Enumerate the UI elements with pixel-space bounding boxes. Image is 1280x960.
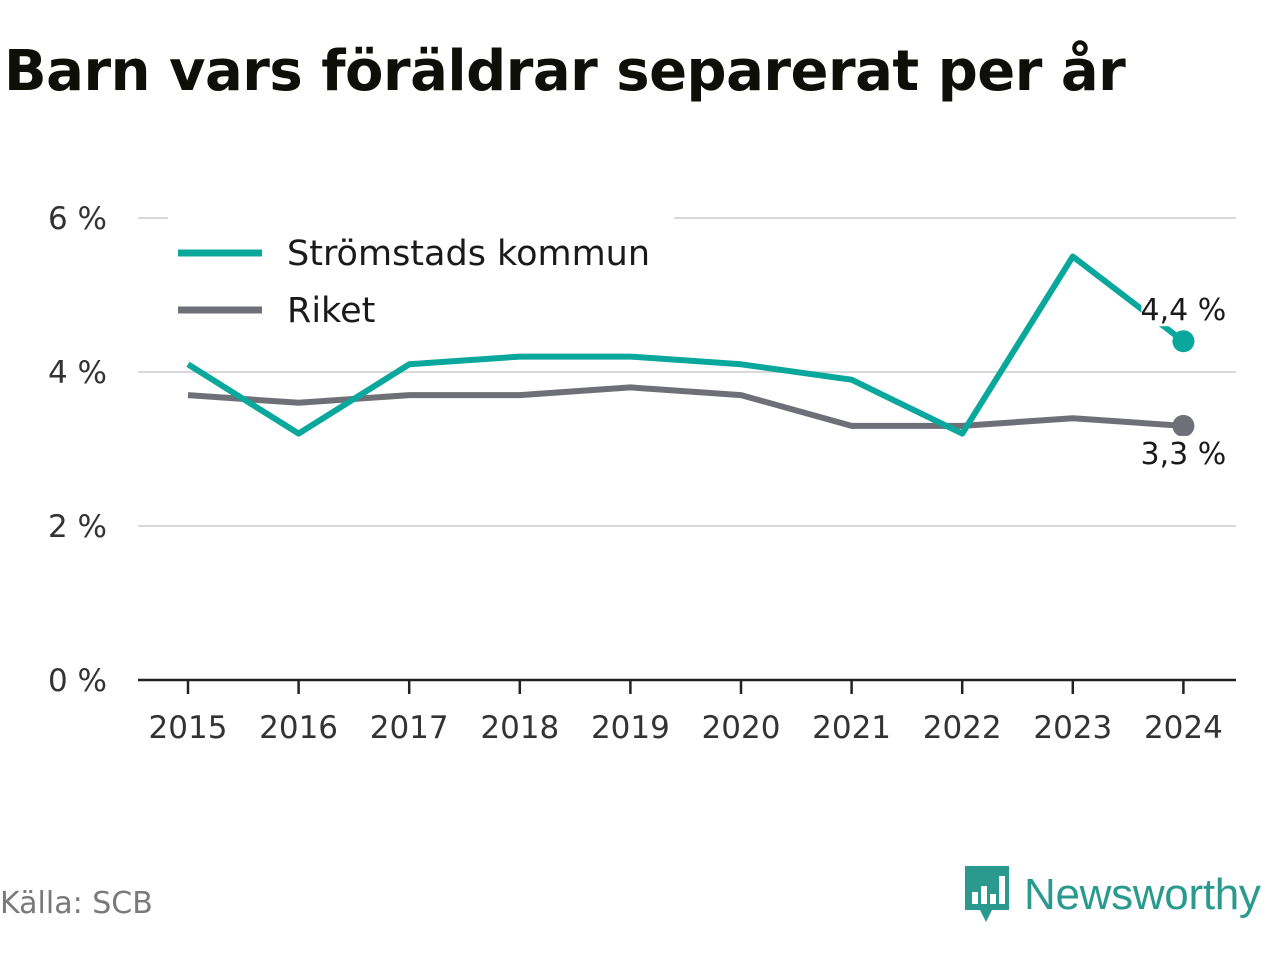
source-note: Källa: SCB [0, 886, 153, 921]
end-label-background [1141, 435, 1226, 470]
chart-title: Barn vars föräldrar separerat per år [4, 39, 1126, 104]
series-layer [186, 253, 1186, 437]
y-tick-label: 6 % [48, 201, 107, 237]
y-axis: 0 % 2 % 4 % 6 % [48, 201, 107, 699]
brand-name: Newsworthy [1024, 870, 1261, 919]
legend-label: Strömstads kommun [287, 234, 650, 274]
legend-background [168, 216, 674, 342]
brand-logo: Newsworthy [962, 862, 1261, 928]
end-label-background [1141, 292, 1226, 327]
series-line [186, 253, 1186, 437]
newsworthy-logo-icon [965, 866, 1009, 922]
end-labels: 4,4 % 3,3 % [1141, 292, 1227, 472]
x-tick-label: 2016 [259, 710, 338, 746]
x-tick-label: 2020 [702, 710, 781, 746]
end-marker [1172, 330, 1195, 353]
x-tick-label: 2022 [923, 710, 1002, 746]
legend-label: Riket [287, 291, 375, 331]
x-tick-label: 2018 [480, 710, 559, 746]
y-tick-label: 2 % [48, 509, 107, 545]
legend: Strömstads kommun Riket [168, 216, 674, 342]
x-tick-label: 2019 [591, 710, 670, 746]
end-label: 4,4 % [1141, 293, 1227, 328]
line-chart: 0 % 2 % 4 % 6 % 2015 2016 2017 2018 2019 2020 202… [48, 201, 1236, 746]
x-tick-label: 2015 [149, 710, 228, 746]
x-tick-label: 2017 [370, 710, 449, 746]
end-marker [1172, 414, 1195, 437]
x-tick-label: 2023 [1033, 710, 1112, 746]
y-tick-label: 4 % [48, 355, 107, 391]
y-tick-label: 0 % [48, 663, 107, 699]
x-tick-label: 2024 [1144, 710, 1223, 746]
end-label: 3,3 % [1141, 437, 1227, 472]
x-tick-label: 2021 [812, 710, 891, 746]
x-axis: 2015 2016 2017 2018 2019 2020 2021 2022 2023 2024 [138, 678, 1236, 746]
